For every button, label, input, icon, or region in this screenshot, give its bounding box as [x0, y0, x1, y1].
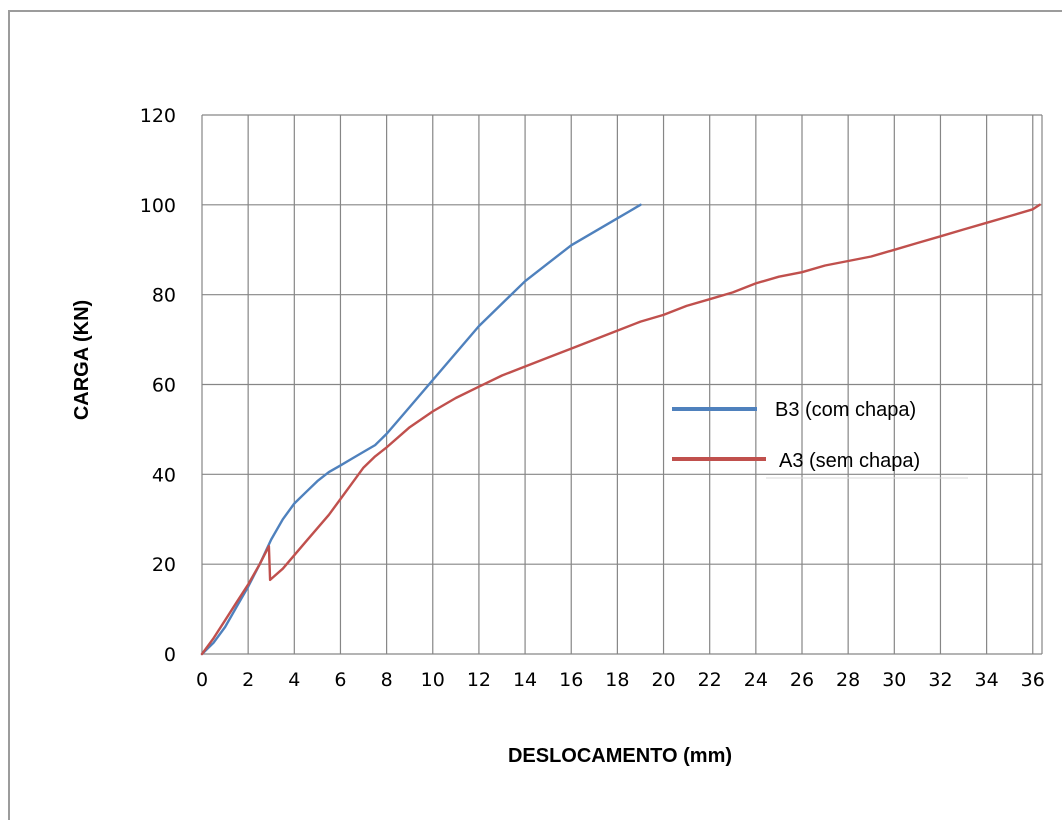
x-tick-label: 34	[975, 669, 999, 691]
chart-frame	[8, 10, 1062, 820]
x-tick-label: 22	[698, 669, 722, 691]
x-tick-label: 28	[836, 669, 860, 691]
y-tick-label: 20	[152, 554, 176, 576]
x-tick-label: 8	[381, 669, 393, 691]
y-tick-label: 80	[152, 285, 176, 307]
y-tick-label: 40	[152, 464, 176, 486]
y-tick-label: 120	[140, 105, 176, 127]
x-tick-label: 0	[196, 669, 208, 691]
x-tick-label: 20	[651, 669, 675, 691]
y-tick-label: 100	[140, 195, 176, 217]
legend-label-a3: A3 (sem chapa)	[779, 450, 920, 472]
y-tick-label: 0	[164, 644, 176, 666]
legend: B3 (com chapa) A3 (sem chapa)	[672, 399, 968, 479]
grid	[201, 114, 1043, 655]
x-tick-label: 18	[605, 669, 629, 691]
x-tick-label: 2	[242, 669, 254, 691]
x-tick-label: 26	[790, 669, 814, 691]
series-line-a3	[200, 203, 1041, 656]
x-tick-label: 4	[288, 669, 300, 691]
x-tick-label: 24	[744, 669, 768, 691]
y-axis-title: CARGA (KN)	[71, 300, 93, 420]
x-tick-label: 16	[559, 669, 583, 691]
x-tick-label: 36	[1021, 669, 1045, 691]
x-tick-label: 14	[513, 669, 537, 691]
legend-label-b3: B3 (com chapa)	[775, 399, 916, 421]
series-line-b3	[200, 203, 642, 656]
x-tick-label: 12	[467, 669, 491, 691]
x-axis-title: DESLOCAMENTO (mm)	[508, 745, 732, 767]
y-tick-label: 60	[152, 375, 176, 397]
x-tick-label: 6	[334, 669, 346, 691]
x-tick-label: 32	[928, 669, 952, 691]
series-lines	[200, 203, 1041, 656]
x-tick-label: 10	[421, 669, 445, 691]
x-tick-label: 30	[882, 669, 906, 691]
